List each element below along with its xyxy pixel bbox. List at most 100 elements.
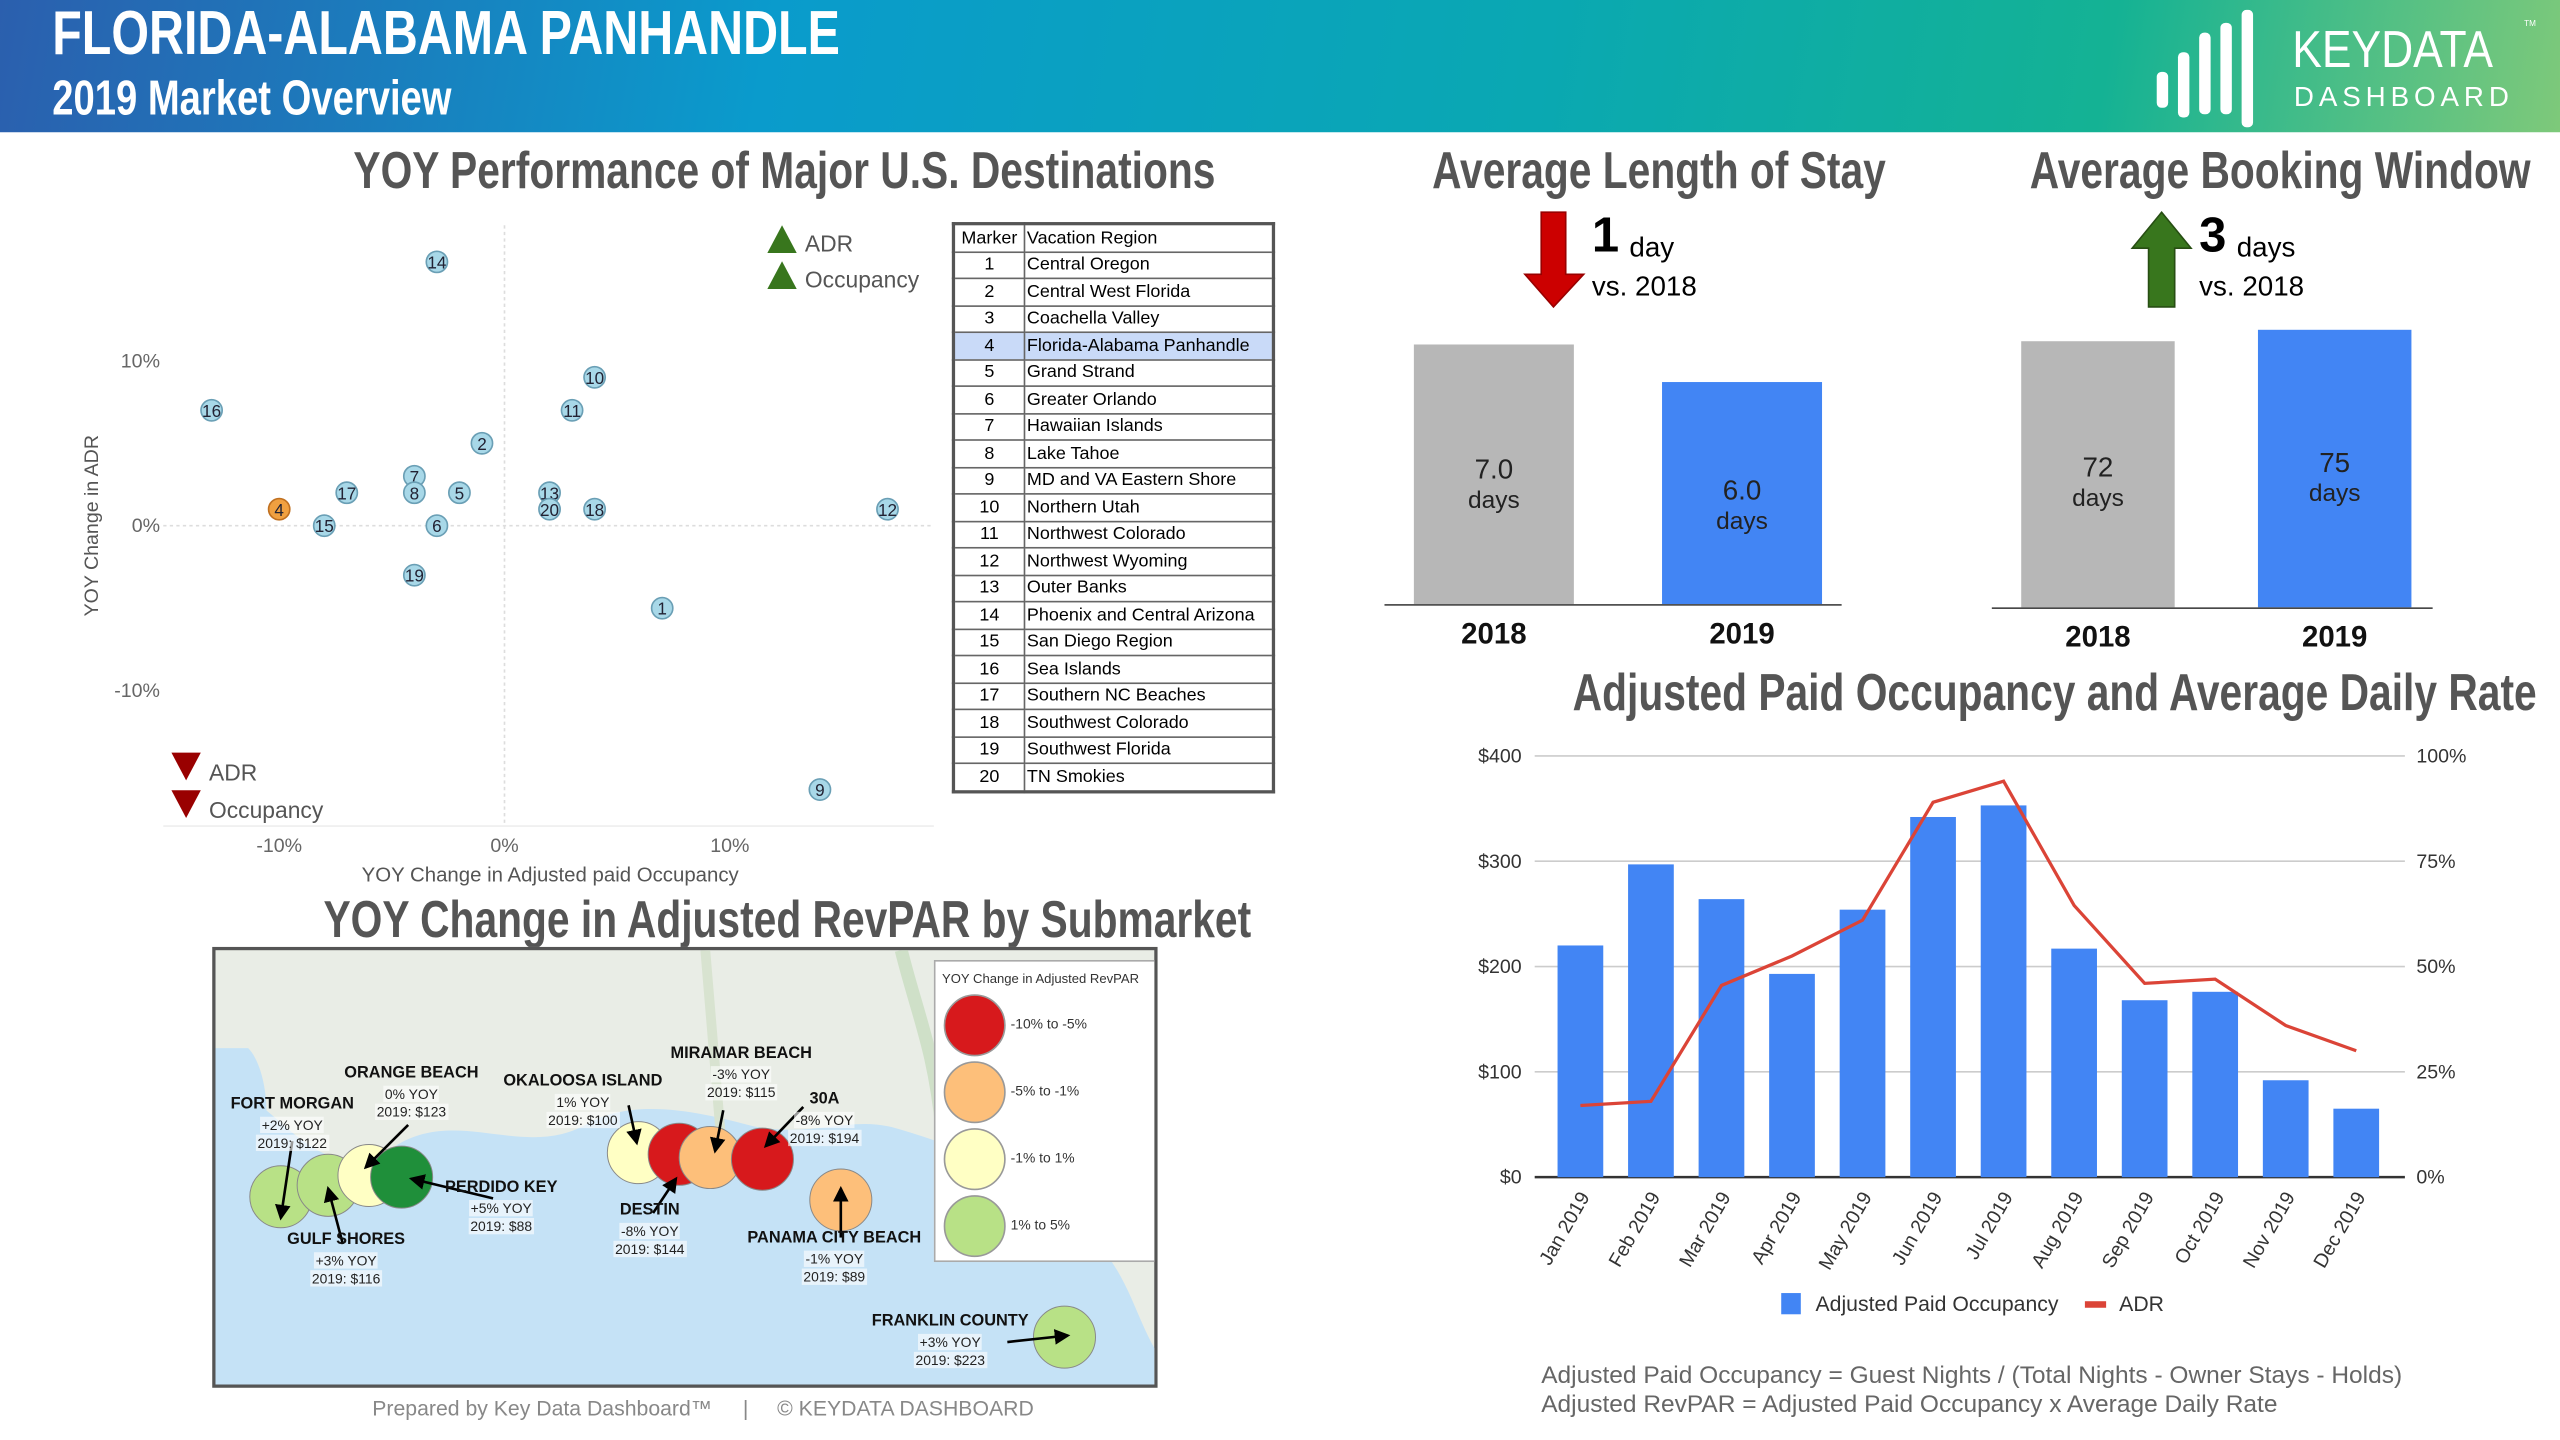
scatter-x-tick: 10% [710, 835, 749, 857]
bar-unit: days [1716, 507, 1768, 536]
table-row: 6 Greater Orlando [952, 385, 1275, 414]
month-tick: Aug 2019 [2027, 1188, 2088, 1272]
scatter-chart: 10% 0% -10% -10% 0% 10% YOY Change in Adjusted… [81, 225, 934, 887]
scatter-marker-label: 5 [455, 483, 465, 503]
right-axis-tick: 50% [2416, 956, 2455, 978]
scatter-marker-label: 4 [274, 500, 284, 520]
occupancy-bar [1980, 805, 2027, 1178]
submarket-yoy: -3% YOY [710, 1066, 772, 1083]
legend-label-occupancy: Adjusted Paid Occupancy [1816, 1293, 2059, 1316]
legend-up-label: ADR [805, 230, 853, 256]
submarket-arrow [626, 1105, 642, 1146]
booking-change-unit: days [2236, 231, 2296, 263]
footer-copyright: © KEYDATA DASHBOARD [777, 1395, 1034, 1421]
scatter-marker [267, 497, 291, 521]
scatter-marker-label: 10 [585, 368, 604, 388]
submarket-arrow [363, 1123, 410, 1170]
bar-unit: days [2308, 479, 2361, 507]
table-cell-marker: 4 [952, 331, 1026, 360]
los-change-unit: day [1629, 231, 1675, 263]
booking-bar-label: 75 days [2258, 447, 2411, 507]
submarket-arrow [651, 1176, 678, 1214]
scatter-point: 5 [447, 481, 471, 505]
scatter-marker [538, 497, 561, 521]
booking-year-label: 2019 [2301, 620, 2368, 654]
los-year-label: 2019 [1709, 617, 1775, 650]
submarket-yoy: -8% YOY [794, 1111, 855, 1129]
table-cell-region: San Diego Region [1023, 627, 1275, 657]
los-bar-2019: 6.0 days [1662, 381, 1823, 605]
scatter-y-tick: 10% [121, 350, 160, 372]
formula-note-occupancy: Adjusted Paid Occupancy = Guest Nights /… [1541, 1361, 2403, 1390]
scatter-marker [583, 365, 607, 389]
scatter-marker [876, 497, 899, 521]
scatter-marker [402, 481, 426, 505]
submarket-name: ORANGE BEACH [344, 1064, 479, 1083]
scatter-y-tick: -10% [114, 680, 160, 702]
booking-baseline [1991, 607, 2433, 609]
los-title: Average Length of Stay [1432, 140, 1886, 200]
logo-bars-icon [2156, 9, 2254, 128]
table-cell-marker: 18 [952, 708, 1026, 738]
submarket-name: OKALOOSA ISLAND [503, 1072, 663, 1091]
scatter-marker [200, 398, 224, 422]
triangle-down-icon [171, 752, 201, 781]
scatter-marker-label: 20 [540, 500, 559, 520]
bar-unit: days [2072, 485, 2124, 514]
scatter-point: 4 [267, 497, 291, 521]
table-cell-marker: 14 [952, 600, 1026, 630]
formula-note-revpar: Adjusted RevPAR = Adjusted Paid Occupanc… [1541, 1391, 2278, 1419]
left-axis-tick: $200 [1478, 956, 1522, 978]
scatter-marker-label: 2 [477, 434, 487, 454]
up-arrow-icon [2130, 210, 2193, 308]
legend-up-label: Occupancy [805, 266, 920, 292]
table-row: 16 Sea Islands [952, 654, 1275, 684]
submarket-rate: 2019: $89 [801, 1268, 867, 1285]
table-cell-marker: 19 [952, 735, 1026, 765]
region-table: Marker Vacation Region 1 Central Oregon 2 C… [951, 222, 1276, 793]
month-tick: Mar 2019 [1675, 1188, 1735, 1271]
table-cell-marker: 17 [952, 681, 1026, 711]
table-cell-region: Sea Islands [1023, 654, 1275, 684]
booking-bar-label: 72 days [2021, 453, 2174, 513]
month-tick: Apr 2019 [1747, 1188, 1806, 1268]
submarket-name: PANAMA CITY BEACH [747, 1229, 922, 1248]
triangle-down-icon [171, 790, 201, 818]
los-bar-label: 7.0 days [1414, 453, 1574, 513]
table-cell-region: Greater Orlando [1023, 385, 1275, 414]
scatter-marker-label: 18 [585, 500, 604, 520]
occupancy-bar [1769, 973, 1815, 1178]
table-cell-region: Coachella Valley [1023, 304, 1275, 334]
table-row: 17 Southern NC Beaches [952, 681, 1275, 711]
submarket-rate: 2019: $115 [705, 1084, 778, 1101]
table-cell-marker: 2 [952, 277, 1026, 307]
month-tick: Feb 2019 [1605, 1188, 1665, 1271]
occupancy-bar [1628, 864, 1674, 1178]
footer-prepared: Prepared by Key Data Dashboard™ [372, 1395, 713, 1421]
month-tick: Jul 2019 [1962, 1188, 2018, 1263]
table-row: 9 MD and VA Eastern Shore [952, 466, 1275, 495]
booking-title-wrap: Average Booking Window [1959, 140, 2531, 200]
scatter-y-label: YOY Change in ADR [81, 435, 103, 616]
scatter-x-tick: 0% [490, 835, 518, 857]
submarket-name: DESTIN [619, 1201, 680, 1220]
table-cell-region: Southwest Colorado [1023, 708, 1275, 738]
scatter-point: 20 [538, 497, 561, 521]
scatter-marker-label: 13 [540, 483, 559, 503]
occupancy-bar [2192, 991, 2239, 1178]
left-axis-tick: $100 [1478, 1061, 1522, 1083]
left-axis-tick: $0 [1500, 1167, 1522, 1189]
legend-label: -5% to -1% [1010, 1082, 1080, 1099]
submarket-circle [370, 1145, 434, 1209]
table-cell-marker: 15 [952, 627, 1026, 657]
bar-value: 6.0 [1722, 474, 1762, 507]
occupancy-bar [2262, 1080, 2309, 1178]
table-row: 15 San Diego Region [952, 627, 1275, 657]
submarket-yoy: 1% YOY [554, 1093, 611, 1111]
table-cell-region: Phoenix and Central Arizona [1023, 600, 1275, 630]
bar-value: 72 [2082, 452, 2114, 485]
right-axis-tick: 0% [2416, 1167, 2444, 1189]
table-row: 5 Grand Strand [952, 358, 1275, 387]
table-cell-marker: 12 [952, 546, 1026, 576]
submarket-name: 30A [809, 1090, 840, 1109]
